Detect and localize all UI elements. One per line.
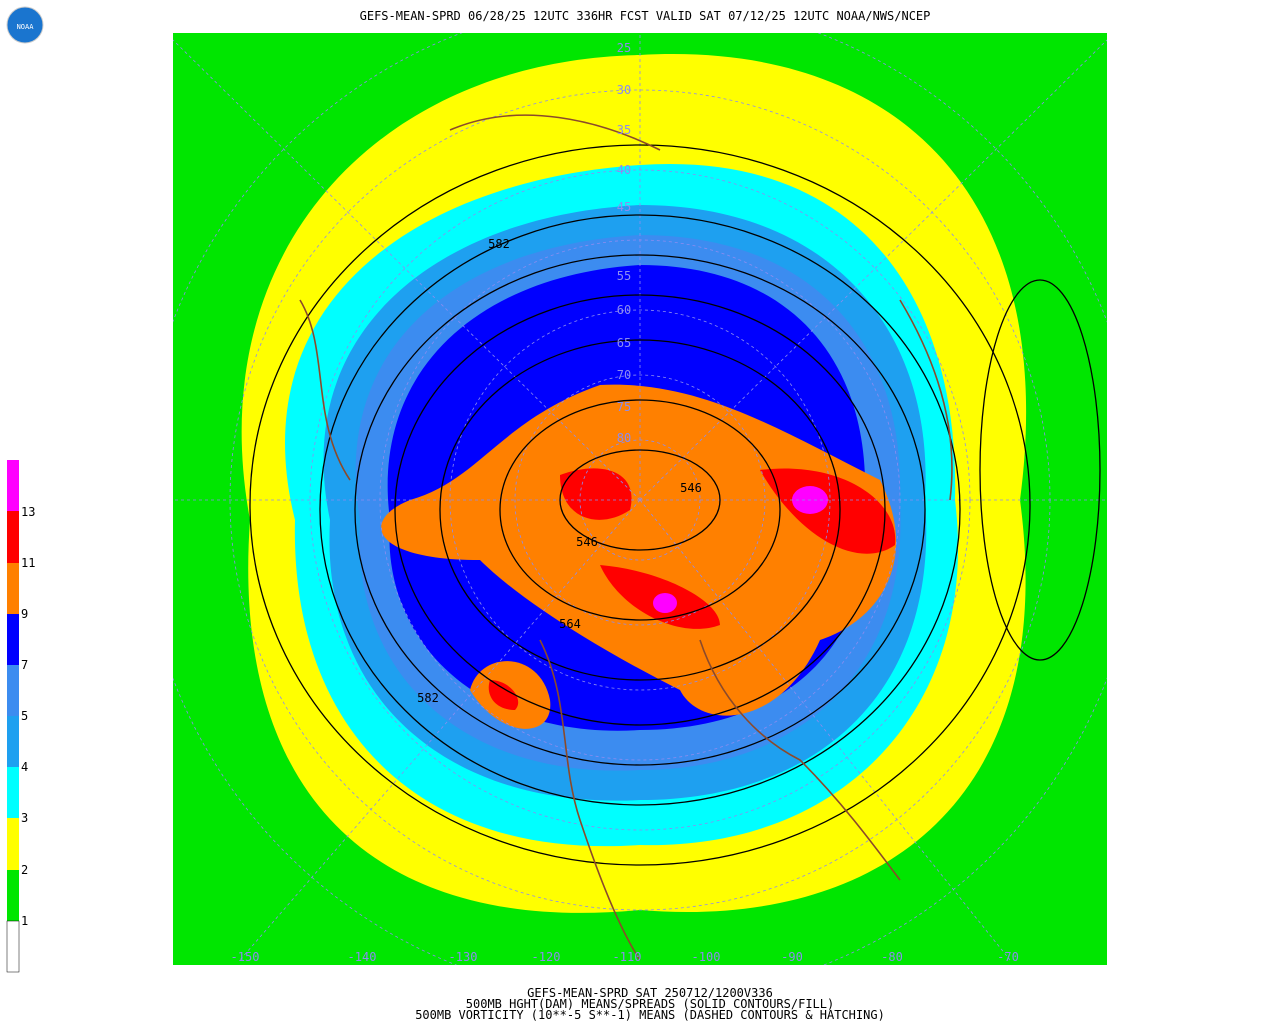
contour-label: 564: [559, 617, 581, 631]
contour-label: 546: [680, 481, 702, 495]
latitude-label: 80: [617, 431, 631, 445]
contour-label: 582: [488, 237, 510, 251]
colorbar-label: 1: [21, 914, 28, 928]
latitude-label: 45: [617, 200, 631, 214]
fill-red: [488, 468, 896, 710]
colorbar-label: 13: [21, 505, 35, 519]
colorbar: [6, 460, 20, 973]
latitude-label: 65: [617, 336, 631, 350]
footer-line: GEFS-MEAN-SPRD SAT 250712/1200V336: [527, 986, 773, 1000]
title: GEFS-MEAN-SPRD 06/28/25 12UTC 336HR FCST…: [360, 9, 931, 23]
graticule: [173, 33, 1107, 965]
colorbar-label: 5: [21, 709, 28, 723]
latitude-label: 35: [617, 123, 631, 137]
latitude-label: 60: [617, 303, 631, 317]
colorbar-label: 7: [21, 658, 28, 672]
colorbar-label: 3: [21, 811, 28, 825]
map: [173, 33, 1107, 965]
height-contours: [249, 144, 1101, 866]
fill-magenta: [653, 593, 677, 613]
latitude-label: 70: [617, 368, 631, 382]
colorbar-label: 9: [21, 607, 28, 621]
latitude-label: 25: [617, 41, 631, 55]
footer-line: 500MB HGHT(DAM) MEANS/SPREADS (SOLID CON…: [466, 997, 834, 1011]
colorbar-label: 2: [21, 863, 28, 877]
colorbar-label: 11: [21, 556, 35, 570]
logo-text: NOAA: [17, 23, 35, 31]
latitude-label: 40: [617, 163, 631, 177]
longitude-label: -90: [781, 950, 803, 964]
longitude-label: -80: [881, 950, 903, 964]
longitude-label: -70: [997, 950, 1019, 964]
footer-line: 500MB VORTICITY (10**-5 S**-1) MEANS (DA…: [415, 1008, 885, 1022]
latitude-label: 55: [617, 269, 631, 283]
coastlines: [299, 114, 953, 961]
longitude-label: -110: [613, 950, 642, 964]
latitude-label: 30: [617, 83, 631, 97]
noaa-logo: NOAA: [6, 6, 44, 44]
colorbar-label: 4: [21, 760, 28, 774]
contour-label: 546: [576, 535, 598, 549]
longitude-label: -120: [532, 950, 561, 964]
contour-label: 582: [417, 691, 439, 705]
longitude-label: -150: [231, 950, 260, 964]
latitude-label: 75: [617, 400, 631, 414]
longitude-label: -140: [348, 950, 377, 964]
longitude-label: -130: [449, 950, 478, 964]
longitude-label: -100: [692, 950, 721, 964]
